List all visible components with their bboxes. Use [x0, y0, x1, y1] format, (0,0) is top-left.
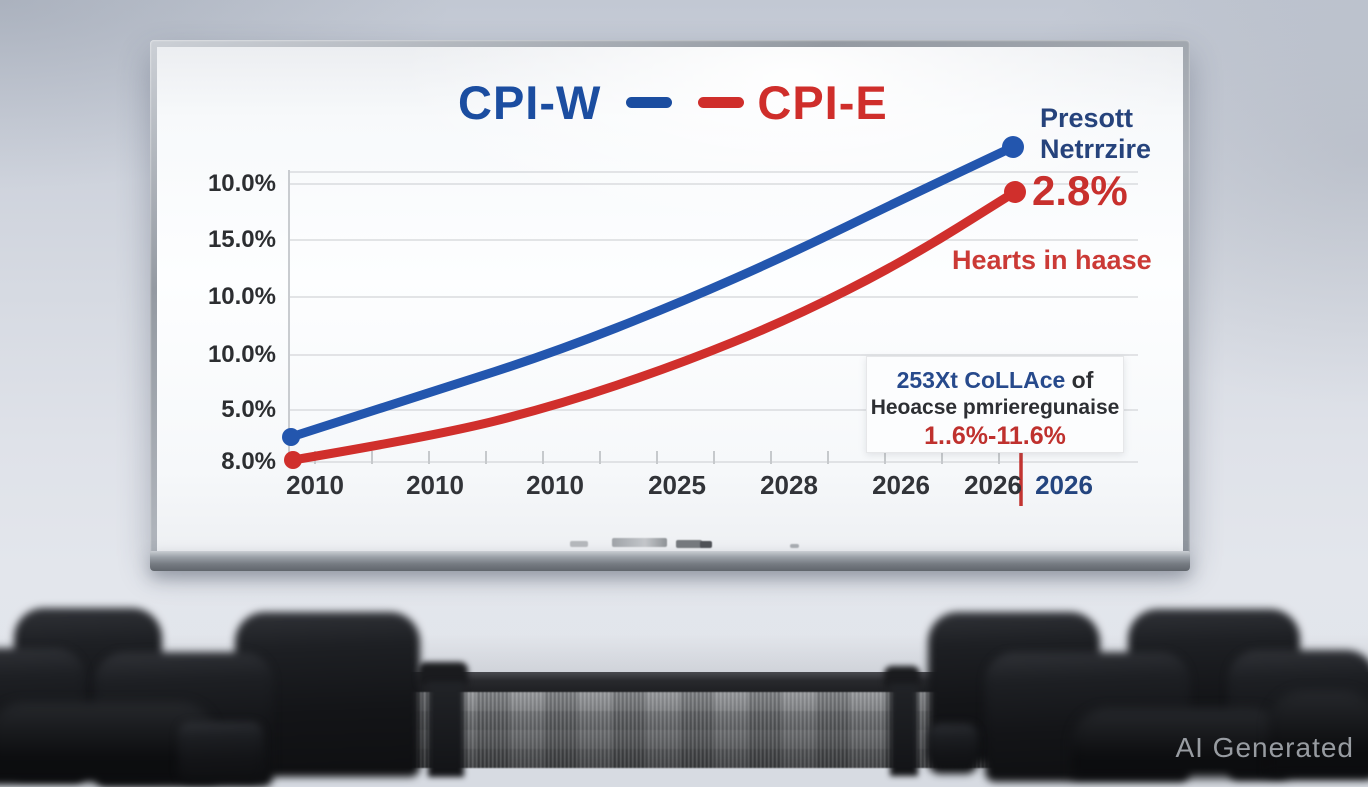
- marker-icon: [612, 538, 667, 547]
- chart-legend: CPI-W CPI-E: [458, 79, 888, 126]
- eraser-icon: [676, 540, 702, 548]
- marker-cap-icon: [700, 541, 712, 548]
- callout-line-2: Netrrzire: [1040, 134, 1152, 164]
- legend-dash-blue-icon: [626, 97, 673, 108]
- ai-generated-watermark: AI Generated: [1175, 732, 1354, 763]
- legend-label-cpi-e: CPI-E: [757, 76, 888, 129]
- chart-note-text: Hearts in haase: [952, 245, 1152, 275]
- info-box-line-1: 253Xt CoLLAce of: [867, 366, 1123, 394]
- info-box-line-1-highlight: 253Xt CoLLAce: [896, 367, 1066, 393]
- callout-line-1: Presott: [1040, 103, 1134, 133]
- chair-armrest: [178, 722, 263, 782]
- legend-dash-red-icon: [698, 97, 745, 108]
- legend-label-cpi-w: CPI-W: [458, 76, 602, 129]
- chart-info-box: 253Xt CoLLAce of Heoacse pmrieregunaise …: [866, 356, 1124, 453]
- info-box-range-value: 1..6%-11.6%: [924, 422, 1066, 450]
- chair-armrest: [890, 684, 918, 776]
- chair-armrest: [428, 682, 464, 777]
- series-endpoint-callout: Presott Netrrzire: [1040, 103, 1151, 165]
- endpoint-value-label: 2.8%: [1032, 167, 1128, 214]
- whiteboard-marker-tray: [150, 551, 1190, 571]
- chair-armrest: [928, 724, 978, 774]
- info-box-line-2: Heoacse pmrieregunaise: [870, 396, 1120, 419]
- chair-armrest: [884, 666, 920, 688]
- marker-icon: [790, 544, 799, 548]
- marker-icon: [570, 541, 588, 547]
- info-box-line-1-rest: of: [1065, 367, 1094, 393]
- chair: [1268, 690, 1368, 775]
- chair: [1072, 708, 1287, 778]
